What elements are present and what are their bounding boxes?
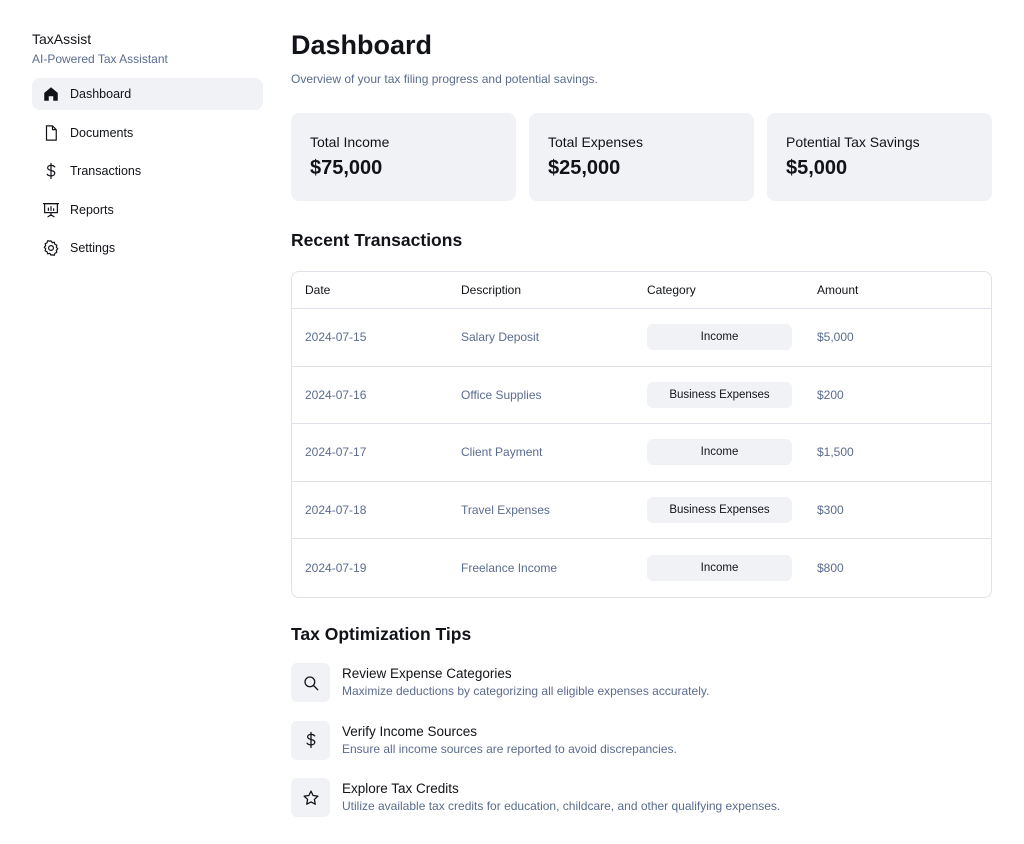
tip-title: Review Expense Categories: [342, 666, 512, 681]
recent-transactions-title: Recent Transactions: [291, 230, 463, 250]
tip-description: Utilize available tax credits for educat…: [342, 799, 781, 813]
stat-label: Potential Tax Savings: [786, 134, 920, 150]
sidebar-item-dashboard[interactable]: Dashboard: [32, 78, 263, 110]
tax-tips-title: Tax Optimization Tips: [291, 623, 472, 644]
app-tagline: AI-Powered Tax Assistant: [32, 52, 168, 66]
cell-date: 2024-07-17: [305, 445, 367, 460]
tip-description: Ensure all income sources are reported t…: [342, 741, 677, 756]
stat-label: Total Income: [310, 134, 390, 150]
category-badge[interactable]: Business Expenses: [647, 496, 792, 523]
category-badge[interactable]: Income: [647, 439, 792, 466]
column-header-category: Category: [647, 283, 696, 297]
stat-value: $25,000: [548, 157, 621, 179]
transactions-table: Date Description Category Amount 2024-07…: [291, 271, 992, 598]
cell-description: Office Supplies: [461, 387, 542, 402]
sidebar-item-label: Dashboard: [70, 87, 132, 101]
sidebar-item-label: Settings: [70, 241, 116, 255]
page-subtitle: Overview of your tax filing progress and…: [291, 72, 598, 86]
category-badge[interactable]: Income: [647, 324, 792, 351]
sidebar-item-reports[interactable]: Reports: [32, 194, 263, 226]
sidebar-item-label: Transactions: [70, 164, 142, 178]
home-icon: [42, 85, 60, 103]
table-row[interactable]: 2024-07-18 Travel Expenses Business Expe…: [292, 482, 991, 539]
cell-amount: $1,500: [817, 445, 854, 460]
cell-amount: $5,000: [817, 330, 854, 345]
app-name: TaxAssist: [32, 31, 92, 47]
sidebar-item-settings[interactable]: Settings: [32, 232, 263, 264]
category-badge[interactable]: Income: [647, 554, 792, 581]
stat-card-total-income: Total Income $75,000: [291, 113, 516, 201]
tip-item: Verify Income Sources Ensure all income …: [291, 720, 992, 760]
tip-item: Explore Tax Credits Utilize available ta…: [291, 778, 992, 818]
category-badge[interactable]: Business Expenses: [647, 381, 792, 408]
search-icon[interactable]: [291, 663, 330, 702]
table-row[interactable]: 2024-07-17 Client Payment Income $1,500: [292, 424, 991, 482]
sidebar: TaxAssist AI-Powered Tax Assistant Dashb…: [32, 30, 263, 271]
document-icon: [42, 124, 60, 142]
tip-item: Review Expense Categories Maximize deduc…: [291, 663, 992, 703]
presentation-chart-icon: [42, 201, 60, 219]
sidebar-nav: Dashboard Documents Transactions Reports…: [32, 78, 263, 264]
cell-description: Client Payment: [461, 445, 543, 460]
tip-title: Verify Income Sources: [342, 723, 478, 739]
stat-label: Total Expenses: [548, 134, 643, 150]
cell-amount: $800: [817, 560, 844, 575]
cell-date: 2024-07-18: [305, 502, 367, 517]
cell-description: Salary Deposit: [461, 330, 540, 345]
table-row[interactable]: 2024-07-19 Freelance Income Income $800: [292, 539, 991, 597]
sidebar-item-label: Reports: [70, 202, 114, 217]
tip-title: Explore Tax Credits: [342, 781, 459, 796]
table-header: Date Description Category Amount: [292, 272, 991, 309]
sidebar-item-documents[interactable]: Documents: [32, 117, 263, 149]
stat-card-tax-savings: Potential Tax Savings $5,000: [767, 113, 992, 201]
cell-description: Travel Expenses: [461, 502, 550, 517]
column-header-description: Description: [461, 283, 522, 297]
stats-cards: Total Income $75,000 Total Expenses $25,…: [291, 113, 992, 201]
stat-value: $5,000: [786, 157, 848, 179]
stat-value: $75,000: [310, 157, 383, 179]
stat-card-total-expenses: Total Expenses $25,000: [529, 113, 754, 201]
page-title: Dashboard: [291, 30, 433, 60]
dollar-icon: [42, 162, 60, 180]
column-header-amount: Amount: [817, 283, 859, 297]
cell-description: Freelance Income: [461, 560, 558, 575]
cell-date: 2024-07-16: [305, 387, 367, 402]
table-row[interactable]: 2024-07-15 Salary Deposit Income $5,000: [292, 309, 991, 367]
cell-amount: $200: [817, 387, 844, 402]
sidebar-item-label: Documents: [70, 125, 134, 140]
column-header-date: Date: [305, 283, 331, 297]
main-content: Dashboard Overview of your tax filing pr…: [291, 28, 992, 835]
cell-date: 2024-07-19: [305, 560, 367, 575]
cell-amount: $300: [817, 502, 844, 517]
tip-description: Maximize deductions by categorizing all …: [342, 684, 710, 698]
sidebar-item-transactions[interactable]: Transactions: [32, 155, 263, 187]
gear-icon: [42, 239, 60, 257]
tax-tips-list: Review Expense Categories Maximize deduc…: [291, 663, 992, 818]
star-icon[interactable]: [291, 778, 330, 817]
dollar-icon[interactable]: [291, 720, 330, 760]
cell-date: 2024-07-15: [305, 330, 367, 345]
table-row[interactable]: 2024-07-16 Office Supplies Business Expe…: [292, 367, 991, 424]
